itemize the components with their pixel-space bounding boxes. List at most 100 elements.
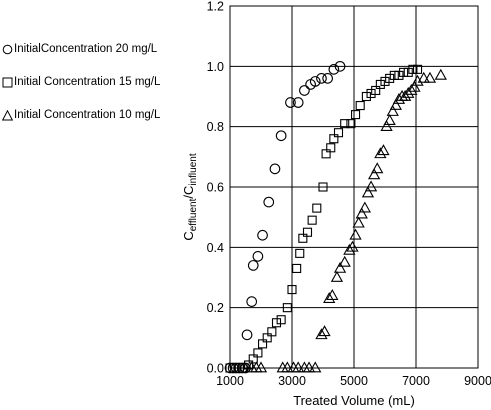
square-point bbox=[340, 119, 350, 129]
triangle-point bbox=[326, 288, 339, 300]
triangle-point bbox=[417, 71, 430, 83]
triangle-point bbox=[358, 201, 371, 213]
square-point bbox=[361, 91, 371, 102]
legend-item-10mg: Initial Concentration 10 mg/L bbox=[2, 108, 160, 122]
square-point bbox=[307, 215, 317, 225]
circle-point bbox=[292, 97, 304, 108]
x-tick-label: 1000 bbox=[216, 374, 244, 388]
series-circle bbox=[224, 60, 346, 374]
circle-point bbox=[299, 85, 310, 96]
triangle-point bbox=[402, 86, 415, 98]
legend-label-20mg: InitialConcentration 20 mg/L bbox=[14, 43, 158, 55]
square-point bbox=[321, 149, 331, 159]
y-tick-label: 0.2 bbox=[207, 301, 224, 315]
y-axis-label-sub2: influent bbox=[188, 153, 199, 185]
x-tick-label: 7000 bbox=[402, 374, 430, 388]
triangle-point bbox=[281, 361, 294, 373]
square-point bbox=[312, 203, 322, 213]
triangle-point bbox=[423, 71, 437, 83]
square-point bbox=[225, 363, 235, 373]
circle-point bbox=[328, 63, 340, 75]
square-point bbox=[262, 333, 272, 343]
triangle-point bbox=[434, 68, 447, 80]
square-point bbox=[355, 101, 365, 111]
y-tick-label: 0.4 bbox=[207, 241, 224, 255]
x-axis-label: Treated Volume (mL) bbox=[293, 393, 415, 408]
grid-lines bbox=[229, 5, 479, 369]
legend-label-15mg: Initial Concentration 15 mg/L bbox=[14, 76, 161, 88]
triangle-point bbox=[405, 83, 418, 95]
triangle-point bbox=[364, 180, 378, 192]
y-tick-label: 0.6 bbox=[207, 181, 224, 195]
square-point bbox=[292, 263, 302, 274]
triangle-point bbox=[386, 104, 399, 116]
square-point bbox=[282, 303, 292, 313]
circle-point bbox=[263, 196, 275, 208]
legend-label-10mg: Initial Concentration 10 mg/L bbox=[14, 109, 161, 121]
triangle-point bbox=[333, 261, 347, 273]
square-point bbox=[371, 85, 381, 96]
triangle-point bbox=[361, 186, 375, 198]
square-point bbox=[375, 79, 385, 89]
y-axis-label-sep: /C bbox=[181, 186, 196, 199]
triangle-point bbox=[355, 207, 368, 219]
circle-point bbox=[322, 73, 334, 84]
x-tick-label: 3000 bbox=[278, 374, 306, 388]
x-tick-label: 9000 bbox=[464, 374, 491, 388]
triangle-point bbox=[318, 325, 331, 337]
circle-point bbox=[252, 251, 264, 262]
circle-point bbox=[316, 73, 327, 84]
square-point bbox=[346, 119, 356, 129]
triangle-point bbox=[343, 243, 356, 255]
triangle-point bbox=[368, 168, 381, 180]
square-point bbox=[333, 128, 344, 138]
square-point bbox=[253, 348, 263, 358]
triangle-point bbox=[377, 144, 390, 156]
square-point bbox=[248, 354, 258, 364]
triangle-point bbox=[330, 270, 344, 282]
triangle-point bbox=[374, 147, 387, 159]
circle-point bbox=[246, 296, 258, 307]
triangle-point bbox=[309, 361, 322, 373]
circle-point bbox=[257, 229, 268, 241]
square-point bbox=[230, 363, 240, 373]
square-point bbox=[403, 67, 413, 77]
series-triangle bbox=[245, 68, 447, 373]
triangle-point bbox=[411, 74, 424, 86]
y-tick-label: 0.8 bbox=[207, 120, 224, 134]
square-point bbox=[298, 233, 308, 243]
triangle-point bbox=[254, 361, 268, 373]
circle-point bbox=[269, 163, 281, 175]
square-point bbox=[239, 363, 249, 373]
square-point bbox=[302, 227, 313, 237]
legend-item-15mg: Initial Concentration 15 mg/L bbox=[2, 75, 160, 89]
triangle-point bbox=[346, 240, 359, 252]
circle-point bbox=[334, 60, 346, 72]
triangle-point bbox=[349, 228, 362, 240]
y-tick-label: 1.2 bbox=[207, 0, 224, 14]
square-point bbox=[329, 134, 339, 144]
circle-point bbox=[237, 362, 248, 374]
triangle-point bbox=[380, 120, 393, 132]
square-point bbox=[399, 67, 409, 77]
square-point bbox=[234, 363, 244, 373]
square-point bbox=[267, 327, 277, 337]
triangle-point bbox=[392, 92, 406, 104]
y-axis-label-main: C bbox=[181, 231, 196, 240]
square-point bbox=[326, 143, 336, 153]
circle-point bbox=[285, 97, 296, 108]
circle-point bbox=[275, 130, 287, 142]
square-point bbox=[412, 64, 423, 74]
square-point bbox=[276, 315, 286, 325]
y-axis-label: Ceffluent/Cinfluent bbox=[181, 153, 199, 240]
square-point bbox=[295, 248, 305, 258]
triangle-point bbox=[399, 89, 412, 101]
x-tick-label: 5000 bbox=[340, 374, 368, 388]
y-axis-label-sub1: effluent bbox=[188, 198, 199, 231]
y-tick-label: 0.0 bbox=[207, 362, 224, 376]
triangle-point bbox=[371, 162, 384, 174]
x-tick-labels: 1000 3000 5000 7000 9000 bbox=[216, 374, 491, 388]
triangle-point bbox=[302, 361, 316, 373]
square-point bbox=[287, 285, 297, 295]
